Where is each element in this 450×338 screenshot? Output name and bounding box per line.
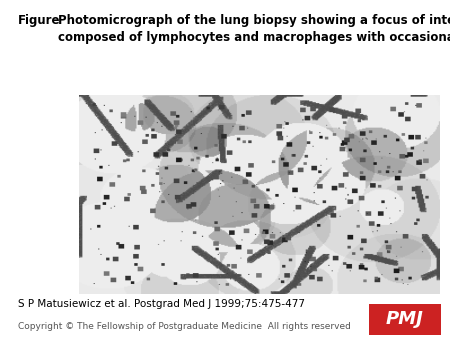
- Text: Photomicrograph of the lung biopsy showing a focus of interstitial pneumonitis
c: Photomicrograph of the lung biopsy showi…: [58, 14, 450, 44]
- Text: S P Matusiewicz et al. Postgrad Med J 1999;75:475-477: S P Matusiewicz et al. Postgrad Med J 19…: [18, 299, 305, 309]
- Text: PMJ: PMJ: [386, 310, 424, 329]
- Text: Figure: Figure: [18, 14, 60, 26]
- Text: Copyright © The Fellowship of Postgraduate Medicine  All rights reserved: Copyright © The Fellowship of Postgradua…: [18, 322, 351, 331]
